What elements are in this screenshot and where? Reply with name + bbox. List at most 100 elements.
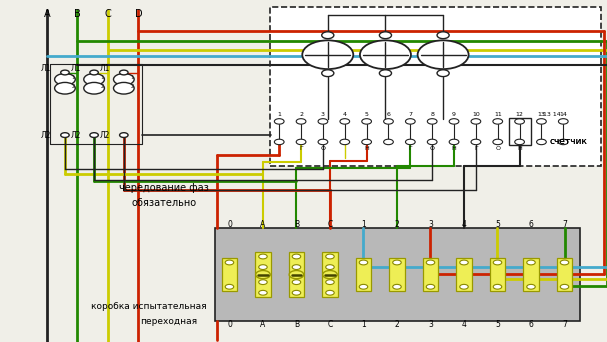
Circle shape xyxy=(289,271,304,279)
Circle shape xyxy=(379,70,392,77)
Text: чередование фаз: чередование фаз xyxy=(119,183,209,193)
Circle shape xyxy=(318,139,328,145)
Text: 6: 6 xyxy=(387,112,390,117)
Text: Г: Г xyxy=(409,146,412,150)
Text: Г: Г xyxy=(299,146,303,150)
Circle shape xyxy=(493,285,502,289)
Text: коробка испытательная: коробка испытательная xyxy=(91,302,206,311)
Circle shape xyxy=(426,285,435,289)
Text: 1: 1 xyxy=(277,112,281,117)
Text: A: A xyxy=(260,320,266,329)
Circle shape xyxy=(362,119,371,124)
Text: 3: 3 xyxy=(321,112,325,117)
Text: Л2: Л2 xyxy=(100,131,110,140)
Circle shape xyxy=(459,260,468,265)
Text: счетчик: счетчик xyxy=(550,137,588,146)
Text: 3: 3 xyxy=(428,320,433,329)
Bar xyxy=(356,259,371,291)
Text: 2: 2 xyxy=(395,220,399,229)
Text: 10: 10 xyxy=(472,112,480,117)
Text: 5: 5 xyxy=(365,112,368,117)
Bar xyxy=(456,259,472,291)
Text: 8: 8 xyxy=(430,112,434,117)
Circle shape xyxy=(493,139,503,145)
Circle shape xyxy=(302,40,353,69)
Circle shape xyxy=(326,280,334,285)
Circle shape xyxy=(527,260,535,265)
Bar xyxy=(509,118,531,145)
Bar xyxy=(557,259,572,291)
Circle shape xyxy=(323,271,337,279)
Circle shape xyxy=(360,40,411,69)
Circle shape xyxy=(493,119,503,124)
Circle shape xyxy=(362,139,371,145)
Circle shape xyxy=(120,70,128,75)
Text: Н: Н xyxy=(452,146,456,150)
Circle shape xyxy=(84,82,104,94)
Bar xyxy=(222,259,237,291)
Circle shape xyxy=(322,70,334,77)
Text: Л1: Л1 xyxy=(70,64,81,73)
Circle shape xyxy=(493,260,502,265)
Text: 1: 1 xyxy=(361,320,366,329)
Circle shape xyxy=(459,285,468,289)
Circle shape xyxy=(384,119,393,124)
Circle shape xyxy=(318,119,328,124)
Circle shape xyxy=(274,139,284,145)
Circle shape xyxy=(340,119,350,124)
Bar xyxy=(215,228,580,321)
Circle shape xyxy=(359,260,368,265)
Text: 4: 4 xyxy=(461,220,466,229)
Text: Л1: Л1 xyxy=(41,64,52,73)
Circle shape xyxy=(558,119,568,124)
Circle shape xyxy=(114,74,134,85)
Text: 7: 7 xyxy=(562,220,567,229)
Text: Н: Н xyxy=(517,146,522,150)
Circle shape xyxy=(515,139,524,145)
Circle shape xyxy=(292,254,300,259)
Circle shape xyxy=(393,285,401,289)
Text: 1: 1 xyxy=(101,76,104,80)
Text: Л2: Л2 xyxy=(41,131,52,140)
Text: 0: 0 xyxy=(227,220,232,229)
Text: C: C xyxy=(327,220,333,229)
Circle shape xyxy=(292,265,300,269)
Text: 11: 11 xyxy=(494,112,501,117)
Text: 2: 2 xyxy=(395,320,399,329)
Text: О: О xyxy=(320,146,325,150)
Circle shape xyxy=(393,260,401,265)
Circle shape xyxy=(471,139,481,145)
Circle shape xyxy=(292,290,300,295)
Circle shape xyxy=(225,285,234,289)
Circle shape xyxy=(537,139,546,145)
Text: счетчик: счетчик xyxy=(550,137,588,146)
Bar xyxy=(270,7,601,166)
Circle shape xyxy=(322,32,334,39)
Circle shape xyxy=(120,133,128,137)
Circle shape xyxy=(296,119,306,124)
Circle shape xyxy=(55,74,75,85)
Text: Л2: Л2 xyxy=(70,131,81,140)
Bar xyxy=(322,252,338,297)
Text: Н: Н xyxy=(364,146,369,150)
Bar xyxy=(288,252,304,297)
Text: 3: 3 xyxy=(428,220,433,229)
Bar xyxy=(422,259,438,291)
Circle shape xyxy=(560,260,569,265)
Circle shape xyxy=(259,254,267,259)
Text: Л1: Л1 xyxy=(100,64,110,73)
Text: 4: 4 xyxy=(461,320,466,329)
Text: B: B xyxy=(73,9,81,19)
Text: обязательно: обязательно xyxy=(131,198,197,209)
Circle shape xyxy=(449,139,459,145)
Circle shape xyxy=(379,32,392,39)
Circle shape xyxy=(437,32,449,39)
Text: 2: 2 xyxy=(72,84,75,89)
Bar xyxy=(255,252,271,297)
Text: C: C xyxy=(327,320,333,329)
Text: 5: 5 xyxy=(495,320,500,329)
Circle shape xyxy=(256,271,270,279)
Text: 2: 2 xyxy=(131,84,134,89)
Text: 5: 5 xyxy=(495,220,500,229)
Circle shape xyxy=(61,70,69,75)
